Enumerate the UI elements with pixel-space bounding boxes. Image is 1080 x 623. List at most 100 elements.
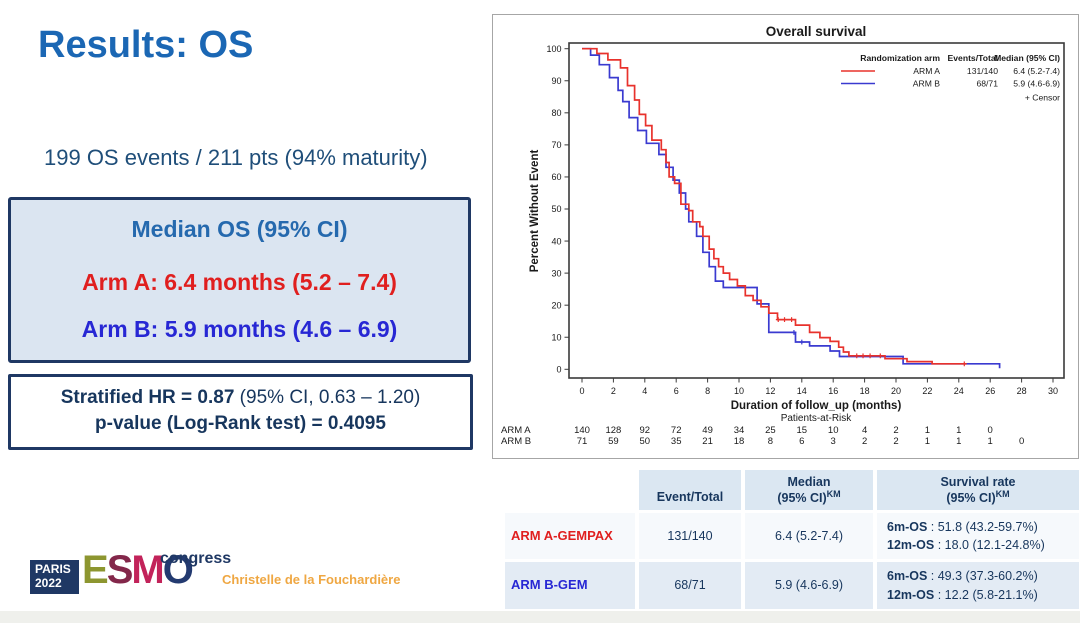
svg-text:18: 18 <box>734 436 745 447</box>
svg-text:30: 30 <box>551 268 561 278</box>
table-row-arm-a-label: ARM A-GEMPAX <box>505 513 635 559</box>
svg-text:6: 6 <box>799 436 804 447</box>
svg-text:0: 0 <box>1019 436 1024 447</box>
svg-text:68/71: 68/71 <box>976 79 998 89</box>
svg-text:3: 3 <box>831 436 836 447</box>
svg-text:28: 28 <box>1017 386 1027 396</box>
svg-text:4: 4 <box>862 425 867 436</box>
svg-text:0: 0 <box>988 425 993 436</box>
svg-text:10: 10 <box>551 332 561 342</box>
svg-text:22: 22 <box>922 386 932 396</box>
svg-text:24: 24 <box>954 386 964 396</box>
median-os-box: Median OS (95% CI) Arm A: 6.4 months (5.… <box>8 197 471 363</box>
table-row-arm-b-event-total: 68/71 <box>639 562 741 609</box>
svg-text:80: 80 <box>551 108 561 118</box>
svg-text:35: 35 <box>671 436 682 447</box>
svg-text:10: 10 <box>828 425 839 436</box>
svg-text:92: 92 <box>640 425 651 436</box>
hazard-ratio-box: Stratified HR = 0.87 (95% CI, 0.63 – 1.2… <box>8 374 473 450</box>
svg-text:34: 34 <box>734 425 745 436</box>
congress-label: congress <box>160 550 232 567</box>
pvalue-line: p-value (Log-Rank test) = 0.4095 <box>95 413 386 434</box>
svg-text:1: 1 <box>956 436 961 447</box>
svg-text:18: 18 <box>860 386 870 396</box>
svg-text:ARM B: ARM B <box>913 79 940 89</box>
km-chart-panel: Overall survival 0 10 20 30 40 50 60 70 80 90 100 0 2… <box>492 14 1079 459</box>
svg-text:Percent Without Event: Percent Without Event <box>529 150 541 273</box>
svg-text:2: 2 <box>893 425 898 436</box>
svg-text:140: 140 <box>574 425 590 436</box>
os-events-summary: 199 OS events / 211 pts (94% maturity) <box>44 145 428 170</box>
svg-text:2: 2 <box>893 436 898 447</box>
svg-text:+ Censor: + Censor <box>1025 93 1060 103</box>
table-header-event-total: Event/Total <box>639 470 741 510</box>
svg-text:Duration of follow_up (months): Duration of follow_up (months) <box>731 400 902 412</box>
svg-text:1: 1 <box>925 436 930 447</box>
chart-title: Overall survival <box>766 24 867 39</box>
median-os-arm-b: Arm B: 5.9 months (4.6 – 6.9) <box>81 316 398 342</box>
svg-text:72: 72 <box>671 425 682 436</box>
esmo-wordmark: ESMO <box>82 548 194 592</box>
svg-text:0: 0 <box>579 386 584 396</box>
table-row-arm-b-label: ARM B-GEM <box>505 562 635 609</box>
svg-text:1: 1 <box>988 436 993 447</box>
stratified-hr-line: Stratified HR = 0.87 (95% CI, 0.63 – 1.2… <box>60 387 421 408</box>
svg-text:4: 4 <box>642 386 647 396</box>
table-row-arm-a-median: 6.4 (5.2-7.4) <box>745 513 873 559</box>
svg-text:90: 90 <box>551 76 561 86</box>
svg-text:ARM A: ARM A <box>913 66 940 76</box>
svg-text:20: 20 <box>551 300 561 310</box>
svg-text:71: 71 <box>577 436 588 447</box>
svg-text:1: 1 <box>956 425 961 436</box>
table-header-arm <box>505 470 635 510</box>
table-row-arm-a-event-total: 131/140 <box>639 513 741 559</box>
svg-text:2: 2 <box>611 386 616 396</box>
table-row-arm-b-survival-rate: 6m-OS : 49.3 (37.3-60.2%) 12m-OS : 12.2 … <box>877 562 1079 609</box>
table-header-survival-rate: Survival rate (95% CI)KM <box>877 470 1079 510</box>
svg-text:8: 8 <box>705 386 710 396</box>
svg-text:59: 59 <box>608 436 619 447</box>
presenter-name: Christelle de la Fouchardière <box>222 572 401 587</box>
table-row-arm-a-survival-rate: 6m-OS : 51.8 (43.2-59.7%) 12m-OS : 18.0 … <box>877 513 1079 559</box>
svg-text:ARM B: ARM B <box>501 436 531 447</box>
svg-text:15: 15 <box>797 425 808 436</box>
svg-text:16: 16 <box>828 386 838 396</box>
svg-text:8: 8 <box>768 436 773 447</box>
svg-text:131/140: 131/140 <box>967 66 998 76</box>
svg-text:0: 0 <box>556 365 561 375</box>
svg-text:128: 128 <box>605 425 621 436</box>
series-arm-a <box>582 47 967 367</box>
svg-text:Overall survival: Overall survival <box>766 24 867 39</box>
slide-bottom-band <box>0 611 1080 623</box>
svg-text:Events/Total: Events/Total <box>948 53 998 63</box>
paris-2022-badge: PARIS 2022 <box>30 560 79 594</box>
svg-text:14: 14 <box>797 386 807 396</box>
svg-text:100: 100 <box>546 44 561 54</box>
svg-text:30: 30 <box>1048 386 1058 396</box>
svg-text:ARM A: ARM A <box>501 425 531 436</box>
svg-text:40: 40 <box>551 236 561 246</box>
svg-text:25: 25 <box>765 425 776 436</box>
svg-text:1: 1 <box>925 425 930 436</box>
svg-text:10: 10 <box>734 386 744 396</box>
median-os-box-title: Median OS (95% CI) <box>131 216 348 242</box>
svg-text:12: 12 <box>765 386 775 396</box>
table-row-arm-b-median: 5.9 (4.6-6.9) <box>745 562 873 609</box>
svg-text:6.4 (5.2-7.4): 6.4 (5.2-7.4) <box>1013 66 1060 76</box>
svg-text:50: 50 <box>551 204 561 214</box>
os-summary-table: Event/Total Median (95% CI)KM Survival ra… <box>505 470 1079 609</box>
svg-text:6: 6 <box>674 386 679 396</box>
svg-text:Randomization arm: Randomization arm <box>860 53 940 63</box>
svg-text:Patients-at-Risk: Patients-at-Risk <box>781 413 853 424</box>
svg-text:26: 26 <box>985 386 995 396</box>
svg-text:Median (95% CI): Median (95% CI) <box>994 53 1060 63</box>
svg-text:5.9 (4.6-6.9): 5.9 (4.6-6.9) <box>1013 79 1060 89</box>
svg-text:60: 60 <box>551 172 561 182</box>
median-os-arm-a: Arm A: 6.4 months (5.2 – 7.4) <box>82 269 397 295</box>
svg-text:2: 2 <box>862 436 867 447</box>
svg-text:50: 50 <box>640 436 651 447</box>
